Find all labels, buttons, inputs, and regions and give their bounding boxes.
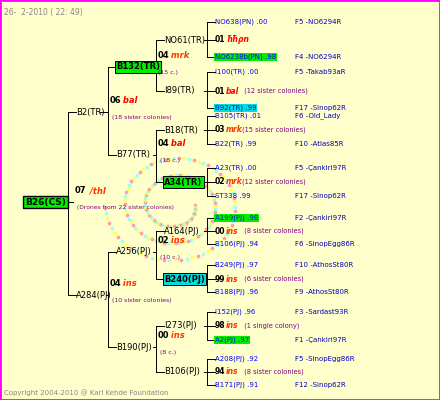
Text: B105(TR) .01: B105(TR) .01 bbox=[215, 113, 261, 119]
Text: I100(TR) .00: I100(TR) .00 bbox=[215, 69, 259, 75]
Text: F5 -NO6294R: F5 -NO6294R bbox=[295, 19, 341, 25]
Text: B77(TR): B77(TR) bbox=[116, 150, 150, 160]
Text: B18(TR): B18(TR) bbox=[164, 126, 198, 134]
Text: A199(PJ) .98: A199(PJ) .98 bbox=[215, 215, 258, 221]
Text: B22(TR) .99: B22(TR) .99 bbox=[215, 141, 257, 147]
Text: (6 sister colonies): (6 sister colonies) bbox=[242, 276, 303, 282]
Text: (Drones from 22 sister colonies): (Drones from 22 sister colonies) bbox=[75, 205, 174, 210]
Text: F5 -SinopEgg86R: F5 -SinopEgg86R bbox=[295, 356, 355, 362]
Text: (12 sister colonies): (12 sister colonies) bbox=[242, 88, 308, 94]
Text: ins: ins bbox=[226, 226, 238, 236]
Text: 01: 01 bbox=[215, 86, 226, 96]
Text: ħħρn: ħħρn bbox=[226, 36, 249, 44]
Text: I89(TR): I89(TR) bbox=[164, 86, 194, 96]
Text: F17 -Sinop62R: F17 -Sinop62R bbox=[295, 105, 346, 111]
Text: I273(PJ): I273(PJ) bbox=[164, 322, 197, 330]
Text: I152(PJ) .96: I152(PJ) .96 bbox=[215, 309, 255, 315]
Text: F10 -Atlas85R: F10 -Atlas85R bbox=[295, 141, 344, 147]
Text: 00: 00 bbox=[215, 226, 226, 236]
Text: F6 -Old_Lady: F6 -Old_Lady bbox=[295, 113, 341, 119]
Text: bal: bal bbox=[226, 86, 239, 96]
Text: F10 -AthosSt80R: F10 -AthosSt80R bbox=[295, 262, 353, 268]
Text: B92(TR) .99: B92(TR) .99 bbox=[215, 105, 257, 111]
Text: (10 sister colonies): (10 sister colonies) bbox=[110, 298, 172, 303]
Text: F12 -Sinop62R: F12 -Sinop62R bbox=[295, 382, 346, 388]
Text: 03: 03 bbox=[215, 126, 226, 134]
Text: (18 c.): (18 c.) bbox=[158, 158, 180, 163]
Text: NO6238b(PN) .98: NO6238b(PN) .98 bbox=[215, 54, 276, 60]
Text: B26(CS): B26(CS) bbox=[25, 198, 66, 206]
Text: B171(PJ) .91: B171(PJ) .91 bbox=[215, 382, 258, 388]
Text: F9 -AthosSt80R: F9 -AthosSt80R bbox=[295, 289, 349, 295]
Text: 02: 02 bbox=[215, 178, 226, 186]
Text: A208(PJ) .92: A208(PJ) .92 bbox=[215, 356, 258, 362]
Text: 98: 98 bbox=[215, 322, 226, 330]
Text: B106(PJ) .94: B106(PJ) .94 bbox=[215, 241, 258, 247]
Text: B188(PJ) .96: B188(PJ) .96 bbox=[215, 289, 258, 295]
Text: 02: 02 bbox=[158, 236, 170, 245]
Text: (8 sister colonies): (8 sister colonies) bbox=[242, 369, 303, 375]
Text: mrk: mrk bbox=[168, 51, 189, 60]
Text: F5 -Çankiri97R: F5 -Çankiri97R bbox=[295, 165, 346, 171]
Text: (10 c.): (10 c.) bbox=[158, 255, 180, 260]
Text: ins: ins bbox=[168, 236, 185, 245]
Text: B2(TR): B2(TR) bbox=[76, 108, 105, 116]
Text: ST338 .99: ST338 .99 bbox=[215, 193, 251, 199]
Text: F1 -Çankiri97R: F1 -Çankiri97R bbox=[295, 337, 347, 343]
Text: B190(PJ): B190(PJ) bbox=[116, 342, 152, 352]
Text: 06: 06 bbox=[110, 96, 121, 105]
Text: 07: 07 bbox=[75, 186, 87, 195]
Text: F5 -Takab93aR: F5 -Takab93aR bbox=[295, 69, 345, 75]
Text: Copyright 2004-2010 @ Karl Kehde Foundation: Copyright 2004-2010 @ Karl Kehde Foundat… bbox=[4, 389, 169, 396]
Text: A256(PJ): A256(PJ) bbox=[116, 248, 152, 256]
Text: /thl: /thl bbox=[87, 186, 106, 195]
Text: ins: ins bbox=[226, 274, 238, 284]
Text: B249(PJ) .97: B249(PJ) .97 bbox=[215, 262, 258, 268]
Text: A2(PJ) .97: A2(PJ) .97 bbox=[215, 337, 249, 343]
Text: F3 -Sardast93R: F3 -Sardast93R bbox=[295, 309, 348, 315]
Text: (18 sister colonies): (18 sister colonies) bbox=[110, 115, 172, 120]
Text: (8 sister colonies): (8 sister colonies) bbox=[242, 228, 303, 234]
Text: B106(PJ): B106(PJ) bbox=[164, 368, 200, 376]
Text: F17 -Sinop62R: F17 -Sinop62R bbox=[295, 193, 346, 199]
Text: bal: bal bbox=[168, 139, 185, 148]
Text: B240(PJ): B240(PJ) bbox=[164, 274, 205, 284]
Text: 00: 00 bbox=[158, 331, 169, 340]
Text: A23(TR) .00: A23(TR) .00 bbox=[215, 165, 257, 171]
Text: NO638(PN) .00: NO638(PN) .00 bbox=[215, 19, 268, 25]
Text: mrk: mrk bbox=[226, 178, 243, 186]
Text: ins: ins bbox=[120, 279, 137, 288]
Text: 04: 04 bbox=[110, 279, 121, 288]
Text: ins: ins bbox=[226, 368, 238, 376]
Text: (1 single colony): (1 single colony) bbox=[242, 323, 299, 329]
Text: 26-  2-2010 ( 22: 49): 26- 2-2010 ( 22: 49) bbox=[4, 8, 83, 17]
Text: A34(TR): A34(TR) bbox=[164, 178, 202, 186]
Text: B132(TR): B132(TR) bbox=[116, 62, 160, 72]
Text: 99: 99 bbox=[215, 274, 226, 284]
Text: 94: 94 bbox=[215, 368, 226, 376]
Text: A284(PJ): A284(PJ) bbox=[76, 290, 112, 300]
Text: (15 c.): (15 c.) bbox=[158, 70, 178, 75]
Text: F6 -SinopEgg86R: F6 -SinopEgg86R bbox=[295, 241, 355, 247]
Text: ins: ins bbox=[168, 331, 185, 340]
Text: (15 sister colonies): (15 sister colonies) bbox=[242, 127, 305, 133]
Text: (12 sister colonies): (12 sister colonies) bbox=[242, 179, 305, 185]
Text: NO61(TR): NO61(TR) bbox=[164, 36, 205, 44]
Text: 04: 04 bbox=[158, 139, 170, 148]
Text: ins: ins bbox=[226, 322, 238, 330]
Text: 04: 04 bbox=[158, 51, 170, 60]
Text: mrk: mrk bbox=[226, 126, 243, 134]
Text: A164(PJ): A164(PJ) bbox=[164, 226, 200, 236]
Text: bal: bal bbox=[120, 96, 137, 105]
Text: 01: 01 bbox=[215, 36, 226, 44]
Text: F2 -Çankiri97R: F2 -Çankiri97R bbox=[295, 215, 346, 221]
Text: F4 -NO6294R: F4 -NO6294R bbox=[295, 54, 341, 60]
Text: (8 c.): (8 c.) bbox=[158, 350, 176, 355]
